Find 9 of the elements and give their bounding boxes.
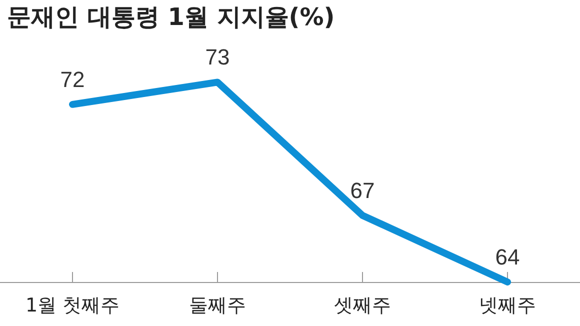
- x-tick-label: 둘째주: [189, 294, 246, 316]
- data-label: 73: [205, 44, 230, 70]
- x-tick-label: 셋째주: [334, 294, 391, 316]
- data-label: 67: [350, 178, 375, 203]
- chart-title: 문재인 대통령 1월 지지율(%): [7, 3, 335, 31]
- data-label: 72: [60, 66, 85, 92]
- data-label: 64: [495, 244, 520, 270]
- x-tick-label: 1월 첫째주: [25, 294, 120, 316]
- x-tick-label: 넷째주: [479, 294, 536, 316]
